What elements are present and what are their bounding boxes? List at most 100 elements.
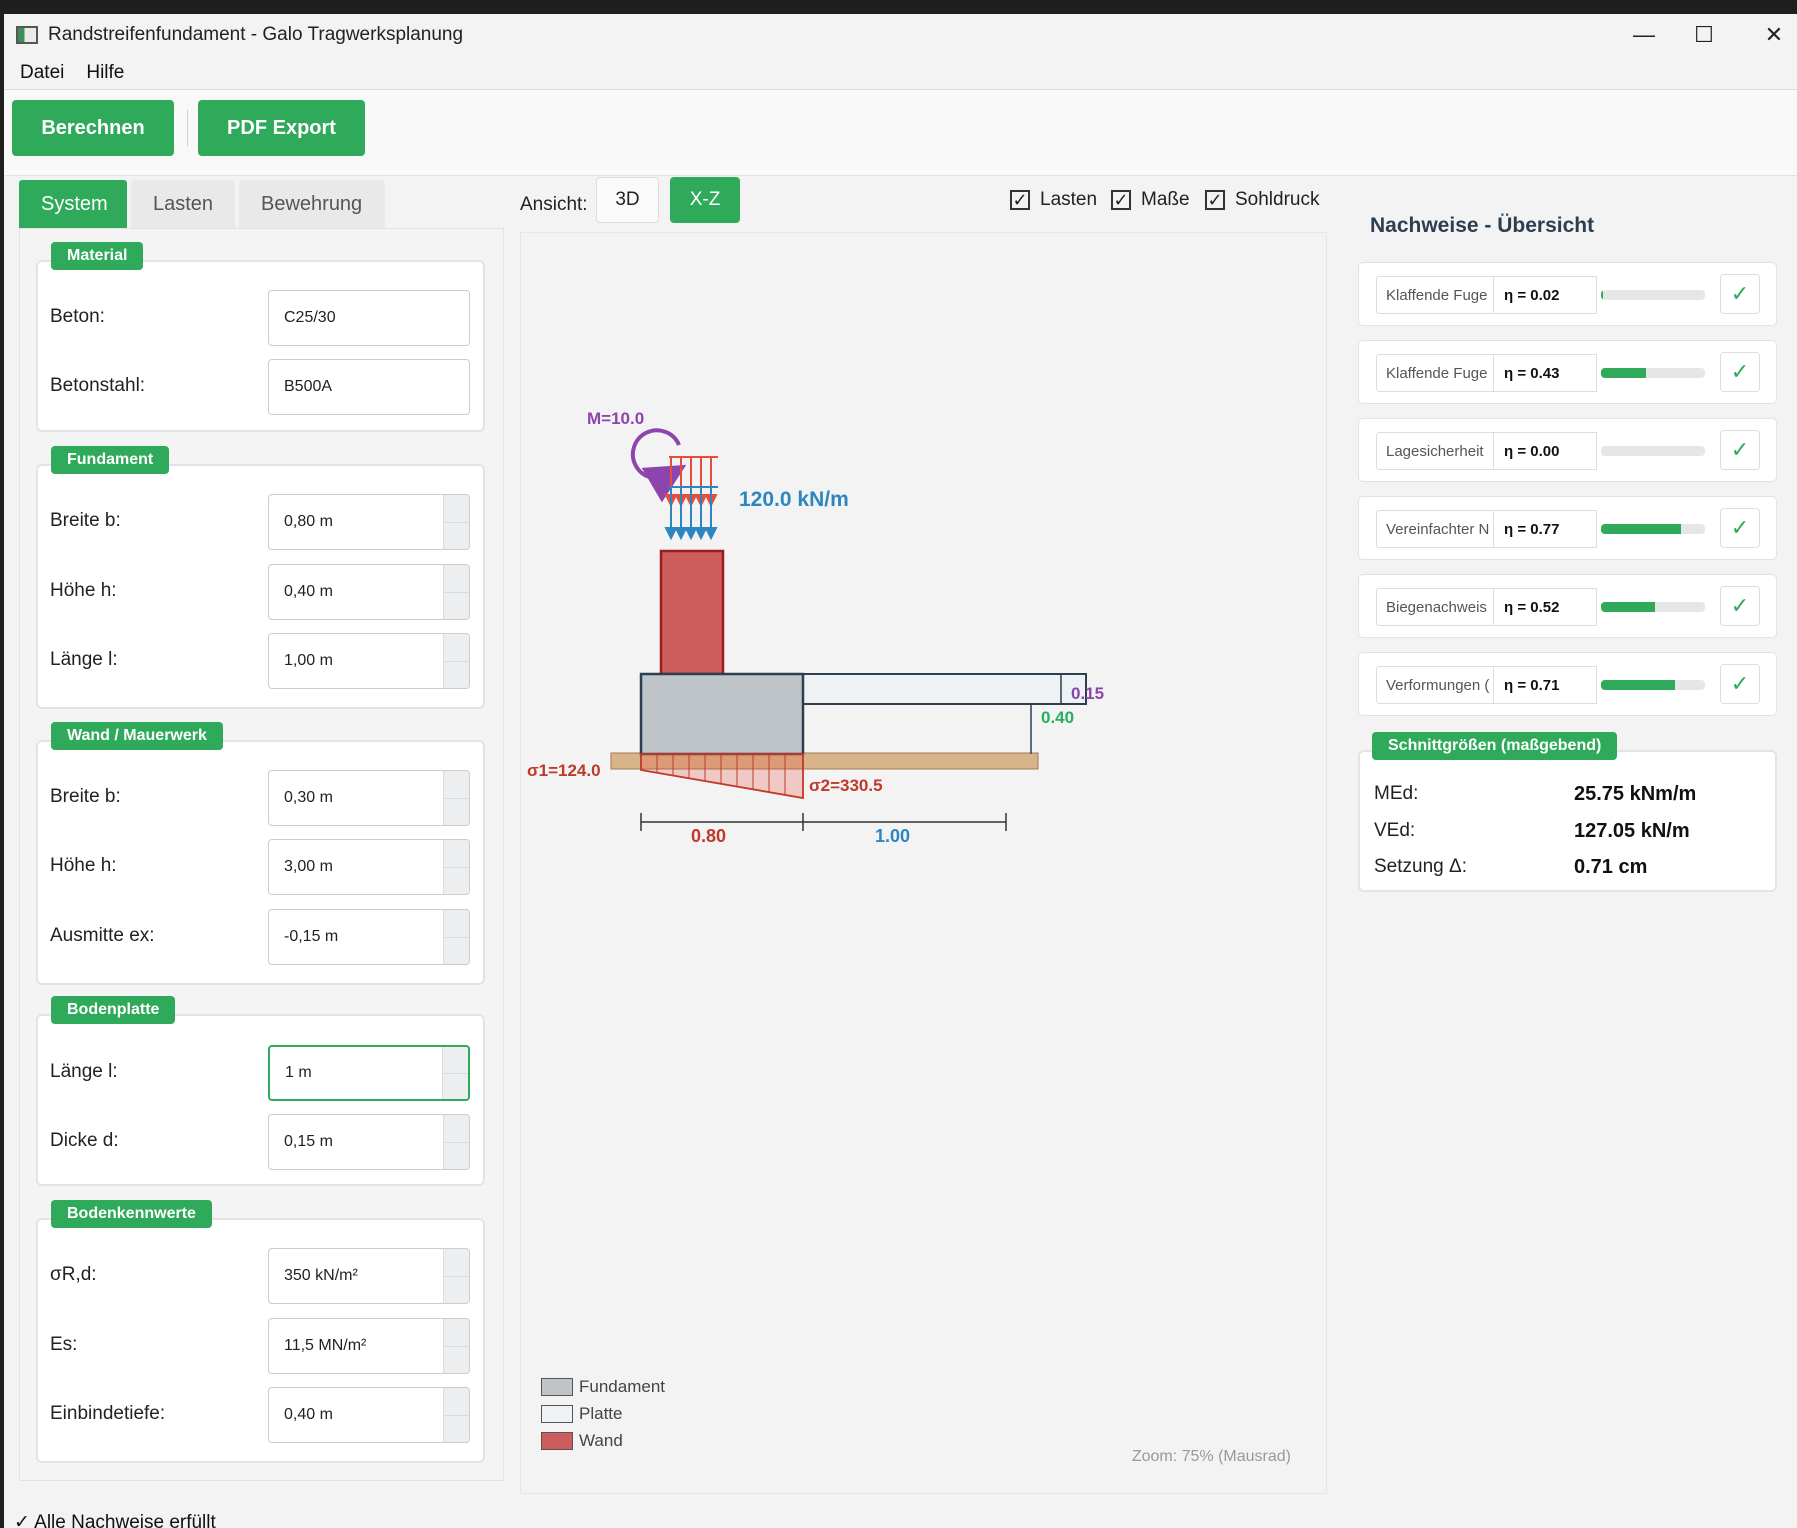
- calculate-button[interactable]: Berechnen: [12, 100, 174, 156]
- tab-bewehrung[interactable]: Bewehrung: [239, 180, 385, 228]
- check-name: Vereinfachter N: [1376, 510, 1494, 548]
- beton-input[interactable]: C25/30: [268, 290, 470, 346]
- spin-buttons[interactable]: [443, 634, 469, 688]
- soil-pressure-diagram: [640, 753, 804, 800]
- minimize-button[interactable]: —: [1633, 22, 1655, 47]
- tab-lasten[interactable]: Lasten: [131, 180, 235, 228]
- bodenplatte-laenge-label: Länge l:: [50, 1061, 118, 1082]
- check-ok-icon[interactable]: ✓: [1720, 430, 1760, 470]
- foundation-diagram: M=10.0 120.0 kN/m: [527, 409, 1104, 846]
- legend-item-wand: Wand: [541, 1427, 665, 1454]
- fundament-width-dim: 0.80: [691, 826, 726, 846]
- es-row: Es: 11,5 MN/m²: [38, 1315, 483, 1375]
- es-input[interactable]: 11,5 MN/m²: [268, 1318, 470, 1374]
- check-eta: η = 0.02: [1493, 276, 1597, 314]
- check-ok-icon[interactable]: ✓: [1720, 508, 1760, 548]
- check-ok-icon[interactable]: ✓: [1720, 586, 1760, 626]
- moment-label: M=10.0: [587, 409, 644, 428]
- check-name: Klaffende Fuge: [1376, 354, 1494, 392]
- bodenplatte-laenge-value: 1 m: [285, 1064, 312, 1081]
- view-label: Ansicht:: [520, 194, 588, 215]
- check-ok-icon[interactable]: ✓: [1720, 274, 1760, 314]
- menu-file[interactable]: Datei: [20, 61, 65, 83]
- med-row: MEd: 25.75 kNm/m: [1374, 776, 1764, 812]
- spin-buttons[interactable]: [443, 771, 469, 825]
- legend-swatch-wand: [541, 1431, 573, 1450]
- bodenplatte-dicke-value: 0,15 m: [284, 1133, 333, 1150]
- checkbox-sohldruck[interactable]: ✓ Sohldruck: [1205, 189, 1320, 211]
- fundament-breite-label: Breite b:: [50, 510, 121, 531]
- legend-label-wand: Wand: [579, 1430, 623, 1450]
- checkbox-masse[interactable]: ✓ Maße: [1111, 189, 1190, 211]
- betonstahl-input[interactable]: B500A: [268, 359, 470, 415]
- wand-hoehe-input[interactable]: 3,00 m: [268, 839, 470, 895]
- view-xz-button[interactable]: X-Z: [670, 177, 740, 223]
- menu-help[interactable]: Hilfe: [86, 61, 125, 83]
- fundament-hoehe-input[interactable]: 0,40 m: [268, 564, 470, 620]
- bodenkennwerte-group: Bodenkennwerte σR,d: 350 kN/m² Es: 11,5 …: [36, 1200, 485, 1463]
- xz-view-canvas[interactable]: M=10.0 120.0 kN/m: [520, 232, 1327, 1494]
- check-card: Klaffende Fuge η = 0.02 ✓: [1358, 262, 1777, 326]
- bodenplatte-dicke-input[interactable]: 0,15 m: [268, 1114, 470, 1170]
- material-group: Material Beton: C25/30 Betonstahl: B500A: [36, 242, 485, 432]
- wand-hoehe-label: Höhe h:: [50, 855, 117, 876]
- bodenplatte-group: Bodenplatte Länge l: 1 m Dicke d: 0,15 m: [36, 996, 485, 1186]
- spin-buttons[interactable]: [443, 1249, 469, 1303]
- check-bar-track: [1601, 290, 1705, 300]
- sigma-rd-input[interactable]: 350 kN/m²: [268, 1248, 470, 1304]
- wand-breite-input[interactable]: 0,30 m: [268, 770, 470, 826]
- med-label: MEd:: [1374, 783, 1419, 804]
- check-name: Biegenachweis: [1376, 588, 1494, 626]
- wand-ausmitte-input[interactable]: -0,15 m: [268, 909, 470, 965]
- checkbox-sohldruck-box[interactable]: ✓: [1205, 190, 1225, 210]
- check-bar-fill: [1601, 680, 1675, 690]
- material-group-label: Material: [51, 242, 144, 270]
- view-3d-button[interactable]: 3D: [596, 177, 659, 223]
- checkbox-lasten-box[interactable]: ✓: [1010, 190, 1030, 210]
- check-utilization-bar: [1597, 276, 1705, 314]
- check-bar-fill: [1601, 290, 1604, 300]
- spin-buttons[interactable]: [443, 565, 469, 619]
- spin-buttons[interactable]: [443, 840, 469, 894]
- spin-buttons[interactable]: [443, 1319, 469, 1373]
- pdf-export-button[interactable]: PDF Export: [198, 100, 365, 156]
- check-card: Lagesicherheit η = 0.00 ✓: [1358, 418, 1777, 482]
- check-ok-icon[interactable]: ✓: [1720, 664, 1760, 704]
- check-ok-icon[interactable]: ✓: [1720, 352, 1760, 392]
- checkbox-masse-box[interactable]: ✓: [1111, 190, 1131, 210]
- einbindetiefe-row: Einbindetiefe: 0,40 m: [38, 1384, 483, 1444]
- fundament-breite-value: 0,80 m: [284, 513, 333, 530]
- fundament-group-label: Fundament: [51, 446, 170, 474]
- tab-system[interactable]: System: [19, 180, 127, 228]
- bodenplatte-laenge-input[interactable]: 1 m: [268, 1045, 470, 1101]
- spin-buttons[interactable]: [443, 910, 469, 964]
- checkbox-lasten[interactable]: ✓ Lasten: [1010, 189, 1097, 211]
- fundament-laenge-input[interactable]: 1,00 m: [268, 633, 470, 689]
- checkbox-masse-label: Maße: [1141, 189, 1190, 210]
- soil-pressure-hatch: [656, 754, 786, 795]
- ved-label: VEd:: [1374, 820, 1416, 841]
- wand-hoehe-value: 3,00 m: [284, 858, 333, 875]
- spin-buttons[interactable]: [443, 1115, 469, 1169]
- close-button[interactable]: ✕: [1764, 22, 1784, 47]
- maximize-button[interactable]: ☐: [1694, 22, 1714, 47]
- schnittgroessen-card: Schnittgrößen (maßgebend) MEd: 25.75 kNm/…: [1358, 732, 1777, 892]
- wand-group: Wand / Mauerwerk Breite b: 0,30 m Höhe h…: [36, 722, 485, 985]
- check-utilization-bar: [1597, 432, 1705, 470]
- fundament-hoehe-value: 0,40 m: [284, 583, 333, 600]
- bodenplatte-dicke-row: Dicke d: 0,15 m: [38, 1111, 483, 1171]
- fundament-breite-input[interactable]: 0,80 m: [268, 494, 470, 550]
- check-eta: η = 0.00: [1493, 432, 1597, 470]
- wand-hoehe-row: Höhe h: 3,00 m: [38, 836, 483, 896]
- slab-thickness-dim: 0.15: [1071, 684, 1104, 703]
- sigma2-label: σ2=330.5: [809, 776, 883, 795]
- spin-buttons[interactable]: [442, 1047, 468, 1099]
- check-bar-track: [1601, 446, 1705, 456]
- spin-buttons[interactable]: [443, 495, 469, 549]
- spin-buttons[interactable]: [443, 1388, 469, 1442]
- check-card: Verformungen (η = 0.71 ✓: [1358, 652, 1777, 716]
- check-utilization-bar: [1597, 354, 1705, 392]
- einbindetiefe-input[interactable]: 0,40 m: [268, 1387, 470, 1443]
- soil-strip: [610, 752, 1039, 770]
